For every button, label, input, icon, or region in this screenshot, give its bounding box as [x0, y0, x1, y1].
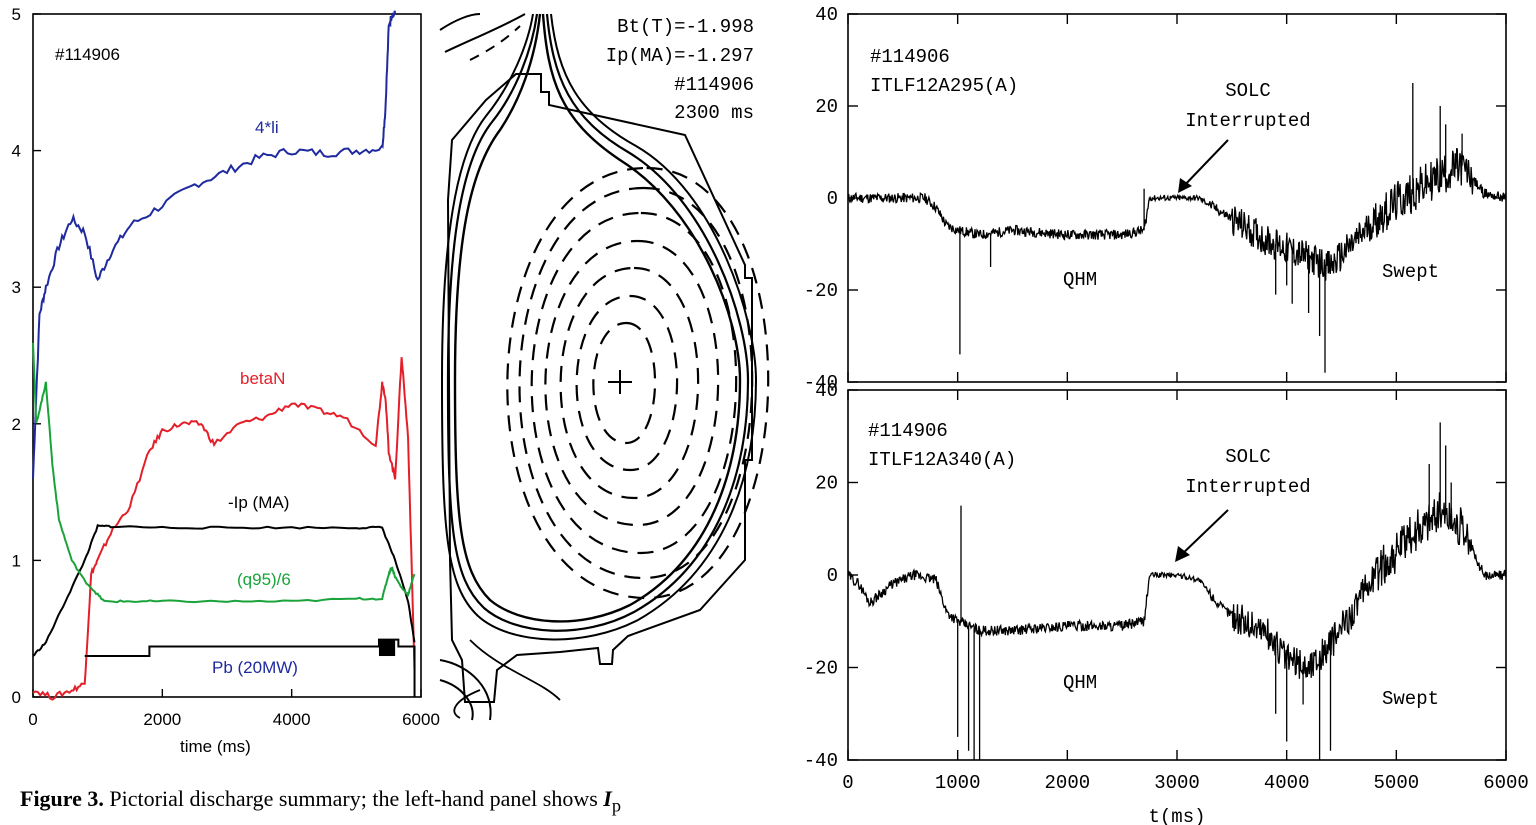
top-signal-trace	[847, 83, 1507, 373]
left-x-tick-label: 2000	[143, 710, 181, 729]
caption-label: Figure 3.	[20, 786, 104, 811]
coil-arc-1	[439, 13, 526, 53]
flux-surface-dashed	[506, 166, 770, 600]
left-y-tick-label: 0	[12, 688, 21, 707]
separatrix	[453, 13, 742, 623]
figure-caption: Figure 3. Pictorial discharge summary; t…	[20, 786, 780, 825]
left-y-tick-label: 3	[12, 278, 21, 297]
right-x-tick-label: 2000	[1045, 772, 1091, 794]
bottom-shot-label: #114906	[868, 420, 948, 442]
magnetic-axis-marker	[608, 370, 632, 394]
right-y-tick-label: 0	[827, 565, 838, 587]
caption-text: Pictorial discharge summary; the left-ha…	[103, 786, 604, 811]
equilibrium-panel	[439, 13, 770, 721]
betan-series-label: betaN	[240, 369, 285, 388]
bottom-annotation-arrow	[1177, 509, 1229, 559]
equilibrium-shot: #114906	[674, 74, 754, 96]
left-series-group	[32, 10, 416, 701]
left-y-tick-label: 5	[12, 5, 21, 24]
left-series-line	[32, 342, 416, 604]
top-swept-label: Swept	[1382, 261, 1439, 283]
coil-arc-2	[469, 25, 521, 61]
flux-surface-sol-1	[446, 13, 750, 632]
left-x-axis: 0 2000 4000 6000	[28, 689, 440, 729]
flux-surface-dashed	[592, 321, 657, 445]
right-x-tick-label: 3000	[1154, 772, 1200, 794]
left-y-tick-label: 1	[12, 551, 21, 570]
flux-surface-dashed	[559, 266, 700, 500]
flux-surface-dashed	[575, 294, 679, 472]
top-qhm-label: QHM	[1063, 269, 1097, 291]
right-y-tick-label: -20	[804, 280, 838, 302]
left-x-tick-label: 4000	[273, 710, 311, 729]
q95-series-label: (q95)/6	[237, 570, 291, 589]
left-series-line	[32, 357, 416, 701]
pb-series-label: Pb (20MW)	[212, 658, 298, 677]
left-y-axis: 0 1 2 3 4 5	[12, 5, 41, 707]
right-x-tick-label: 1000	[935, 772, 981, 794]
bottom-annotation-solc: SOLC	[1225, 446, 1271, 468]
equilibrium-text: Bt(T)=-1.998 Ip(MA)=-1.297 #114906 2300 …	[606, 16, 754, 124]
left-y-tick-label: 2	[12, 415, 21, 434]
ip-series-label: -Ip (MA)	[228, 493, 289, 512]
bottom-x-axis: 0 1000 2000 3000 4000 5000 6000	[842, 390, 1529, 794]
right-top-panel: 40 20 0 -20 -40 #114906 ITLF12A295(A) SOLC I…	[804, 4, 1507, 394]
right-y-tick-label: 20	[815, 96, 838, 118]
right-x-tick-label: 0	[842, 772, 853, 794]
bottom-qhm-label: QHM	[1063, 672, 1097, 694]
flux-surface-sol-3	[453, 639, 561, 719]
bottom-swept-label: Swept	[1382, 688, 1439, 710]
top-shot-label: #114906	[870, 46, 950, 68]
flux-surface-dashed	[544, 239, 720, 527]
top-y-axis: 40 20 0 -20 -40	[804, 4, 1506, 394]
top-annotation-arrow	[1179, 139, 1229, 191]
right-y-tick-label: 40	[815, 380, 838, 402]
right-x-axis-label: t(ms)	[1148, 806, 1205, 825]
top-x-ticks	[847, 14, 1507, 382]
right-y-tick-label: -40	[804, 372, 838, 394]
top-annotation-interrupted: Interrupted	[1185, 110, 1310, 132]
top-channel-label: ITLF12A295(A)	[870, 75, 1018, 97]
left-shot-label: #114906	[55, 45, 120, 64]
right-y-tick-label: -40	[804, 750, 838, 772]
bottom-channel-label: ITLF12A340(A)	[868, 449, 1016, 471]
bottom-y-axis: 40 20 0 -20 -40	[804, 380, 1506, 772]
left-x-tick-label: 6000	[402, 710, 440, 729]
left-series-line	[32, 10, 397, 479]
closed-flux-surfaces	[506, 166, 770, 600]
flux-surface-dashed	[530, 211, 738, 555]
right-bottom-panel: 40 20 0 -20 -40 0 1000 2000 3000 4000 5000 6000 #1…	[804, 380, 1529, 825]
li-series-label: 4*li	[255, 118, 279, 137]
bottom-arrow-head	[1175, 546, 1190, 562]
left-plot-frame	[32, 13, 422, 698]
bottom-annotation-interrupted: Interrupted	[1185, 476, 1310, 498]
right-y-tick-label: 40	[815, 4, 838, 26]
right-x-tick-label: 4000	[1264, 772, 1310, 794]
flux-surface-sol-2	[440, 13, 758, 641]
right-y-tick-label: 0	[827, 188, 838, 210]
left-x-axis-label: time (ms)	[180, 737, 251, 756]
flux-surface-dashed	[518, 186, 754, 580]
left-y-tick-label: 4	[12, 142, 21, 161]
bottom-signal-trace	[847, 422, 1507, 760]
caption-subscript: p	[611, 795, 622, 816]
right-x-tick-label: 6000	[1483, 772, 1529, 794]
top-annotation-solc: SOLC	[1225, 80, 1271, 102]
caption-symbol: I	[603, 786, 612, 811]
top-arrow-head	[1178, 178, 1192, 193]
right-x-tick-label: 5000	[1374, 772, 1420, 794]
right-y-tick-label: -20	[804, 658, 838, 680]
ip-value: Ip(MA)=-1.297	[606, 45, 754, 67]
pb-block-marker	[378, 639, 396, 657]
left-x-tick-label: 0	[28, 710, 37, 729]
bt-value: Bt(T)=-1.998	[617, 16, 754, 38]
left-series-line	[32, 524, 416, 657]
coil-arc-bottom	[439, 659, 492, 721]
equilibrium-time: 2300 ms	[674, 102, 754, 124]
vessel-wall	[446, 73, 753, 703]
right-y-tick-label: 20	[815, 473, 838, 495]
